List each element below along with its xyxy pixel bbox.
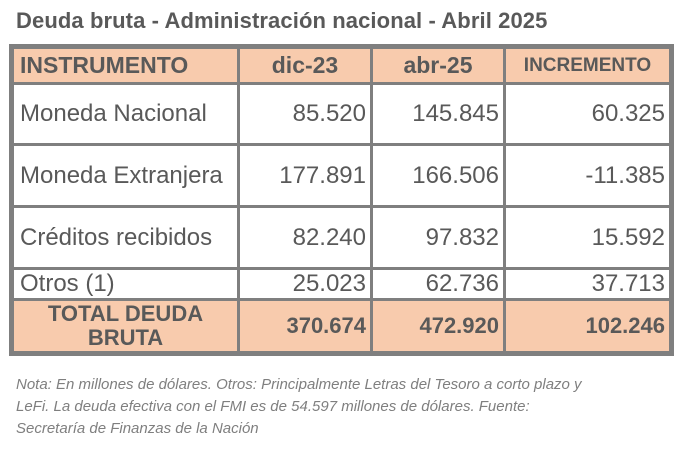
value-dic-23: 85.520	[237, 82, 373, 146]
total-row: TOTAL DEUDA BRUTA 370.674 472.920 102.24…	[10, 298, 673, 355]
row-label: Créditos recibidos	[10, 205, 240, 270]
total-dic-23: 370.674	[237, 298, 373, 355]
footnote-line: LeFi. La deuda efectiva con el FMI es de…	[16, 398, 530, 415]
value-incremento: 60.325	[503, 82, 673, 146]
value-incremento: -11.385	[503, 143, 673, 208]
footnote-line: Secretaría de Finanzas de la Nación	[16, 420, 259, 437]
value-abr-25: 62.736	[370, 267, 506, 301]
value-incremento: 37.713	[503, 267, 673, 301]
debt-table: INSTRUMENTO dic-23 abr-25 INCREMENTO Mon…	[9, 44, 674, 356]
value-abr-25: 97.832	[370, 205, 506, 270]
header-instrumento: INSTRUMENTO	[10, 45, 240, 85]
header-dic-23: dic-23	[237, 45, 373, 85]
header-incremento: INCREMENTO	[503, 45, 673, 85]
table-header-row: INSTRUMENTO dic-23 abr-25 INCREMENTO	[10, 45, 673, 85]
total-label: TOTAL DEUDA BRUTA	[10, 298, 240, 355]
value-dic-23: 82.240	[237, 205, 373, 270]
footnote: Nota: En millones de dólares. Otros: Pri…	[16, 374, 676, 440]
table-row: Créditos recibidos 82.240 97.832 15.592	[10, 205, 673, 270]
value-incremento: 15.592	[503, 205, 673, 270]
footnote-line: Nota: En millones de dólares. Otros: Pri…	[16, 376, 582, 393]
total-abr-25: 472.920	[370, 298, 506, 355]
table-row: Moneda Extranjera 177.891 166.506 -11.38…	[10, 143, 673, 208]
value-abr-25: 145.845	[370, 82, 506, 146]
table-row: Moneda Nacional 85.520 145.845 60.325	[10, 82, 673, 146]
value-dic-23: 177.891	[237, 143, 373, 208]
value-dic-23: 25.023	[237, 267, 373, 301]
value-abr-25: 166.506	[370, 143, 506, 208]
table-row: Otros (1) 25.023 62.736 37.713	[10, 267, 673, 301]
row-label: Otros (1)	[10, 267, 240, 301]
header-abr-25: abr-25	[370, 45, 506, 85]
page-title: Deuda bruta - Administración nacional - …	[16, 8, 548, 33]
total-incremento: 102.246	[503, 298, 673, 355]
row-label: Moneda Nacional	[10, 82, 240, 146]
row-label: Moneda Extranjera	[10, 143, 240, 208]
